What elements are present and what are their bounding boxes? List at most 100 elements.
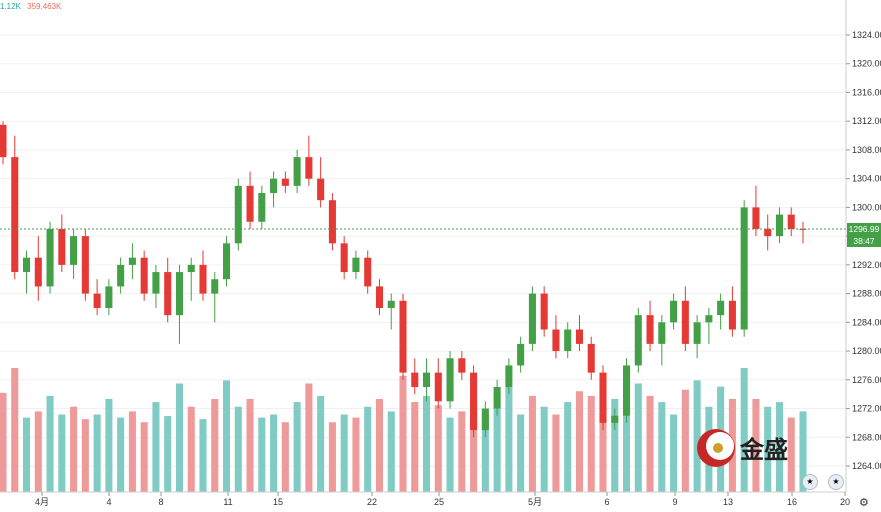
candle-body (634, 315, 642, 366)
volume-bar (799, 411, 807, 492)
y-tick-label: 1316.00 (852, 87, 881, 97)
volume-bar (517, 414, 525, 492)
candle-body (270, 178, 278, 194)
volume-bar (11, 368, 19, 492)
volume-bar (623, 406, 631, 492)
settings-gear-icon[interactable]: ⚙ (859, 497, 869, 509)
x-tick-label: 5月 (528, 497, 542, 507)
candle-body (423, 372, 431, 387)
volume-bar (270, 414, 278, 492)
x-tick-label: 8 (158, 497, 163, 507)
volume-bar (317, 395, 325, 492)
legend-price: 1.12K (0, 2, 21, 11)
time-axis[interactable]: 4月 4 8 11 15 22 25 5月 6 9 13 16 20 (35, 492, 850, 507)
volume-bar (81, 419, 89, 492)
countdown-label: 38:47 (847, 235, 881, 247)
y-tick-label: 1308.00 (852, 145, 881, 155)
y-tick-label: 1264.00 (852, 461, 881, 471)
candle-body (70, 236, 78, 265)
candle-body (0, 124, 7, 158)
candle-body (352, 257, 360, 273)
candle-body (152, 272, 160, 294)
y-tick-label: 1276.00 (852, 375, 881, 385)
x-tick-label: 22 (367, 497, 377, 507)
candle-body (693, 322, 701, 344)
watermark-logo: 金盛 (696, 426, 806, 470)
volume-bar (575, 391, 583, 492)
candle-body (646, 315, 654, 344)
candle-body (375, 286, 383, 308)
candle-body (258, 193, 266, 222)
candle-body (58, 228, 66, 265)
volume-bar (670, 414, 678, 492)
last-price-label: 1296.99 (847, 223, 881, 235)
candle-body (117, 264, 125, 287)
candle-body (540, 293, 548, 330)
logo-text: 金盛 (740, 436, 788, 464)
candle-body (340, 243, 348, 273)
candle-body (658, 322, 666, 344)
volume-bar (611, 399, 619, 492)
candle-body (775, 214, 783, 237)
candle-body (199, 264, 207, 294)
volume-bar (552, 414, 560, 492)
volume-bar (199, 419, 207, 492)
volume-bar (540, 406, 548, 492)
volume-bar (646, 395, 654, 492)
candle-body (211, 279, 219, 294)
volume-bar (446, 417, 454, 492)
volume-bar (434, 405, 442, 492)
candle-body (411, 372, 419, 387)
volume-bar (328, 422, 336, 492)
volume-bar (470, 399, 478, 492)
candle-body (611, 415, 619, 423)
price-axis[interactable]: 1264.00 1268.00 1272.00 1276.00 1280.00 1284.… (846, 30, 881, 471)
candle-body (740, 207, 748, 330)
volume-bar (258, 417, 266, 492)
volume-bar (175, 383, 183, 492)
y-tick-label: 1268.00 (852, 432, 881, 442)
candle-body (46, 228, 54, 287)
y-tick-label: 1292.00 (852, 260, 881, 270)
volume-bar (493, 406, 501, 492)
candle-body (281, 178, 289, 186)
candle-body (305, 157, 313, 179)
candle-body (187, 264, 195, 273)
candle-body (399, 300, 407, 373)
y-tick-label: 1300.00 (852, 202, 881, 212)
candle-body (446, 358, 454, 402)
candle-body (328, 200, 336, 244)
y-tick-label: 1284.00 (852, 317, 881, 327)
volume-bar (752, 399, 760, 492)
candle-body (575, 329, 583, 344)
volume-bar (23, 417, 31, 492)
candle-body (752, 207, 760, 229)
grid-lines (0, 34, 846, 467)
candle-body (293, 157, 301, 186)
volume-bar (70, 406, 78, 492)
x-tick-label: 25 (434, 497, 444, 507)
logo-emblem-icon (697, 429, 735, 467)
us-flag-icon[interactable]: ★ (828, 474, 844, 490)
volume-bar (152, 402, 160, 492)
candle-body (599, 372, 607, 423)
candle-body (387, 300, 395, 308)
legend: 1.12K 359.463K (0, 2, 61, 11)
candle-body (93, 293, 101, 308)
candle-body (623, 365, 631, 416)
candle-body (717, 300, 725, 316)
x-tick-label: 11 (223, 497, 232, 507)
volume-bar (564, 402, 572, 492)
volume-bar (105, 399, 113, 492)
volume-bar (787, 417, 795, 492)
volume-bar (246, 399, 254, 492)
us-flag-icon[interactable]: ★ (802, 474, 818, 490)
candles (0, 121, 807, 438)
candle-body (434, 372, 442, 402)
candle-body (552, 329, 560, 352)
volume-bar (599, 380, 607, 492)
x-tick-label: 15 (273, 497, 283, 507)
volume-bar (399, 375, 407, 492)
candle-body (317, 178, 325, 201)
